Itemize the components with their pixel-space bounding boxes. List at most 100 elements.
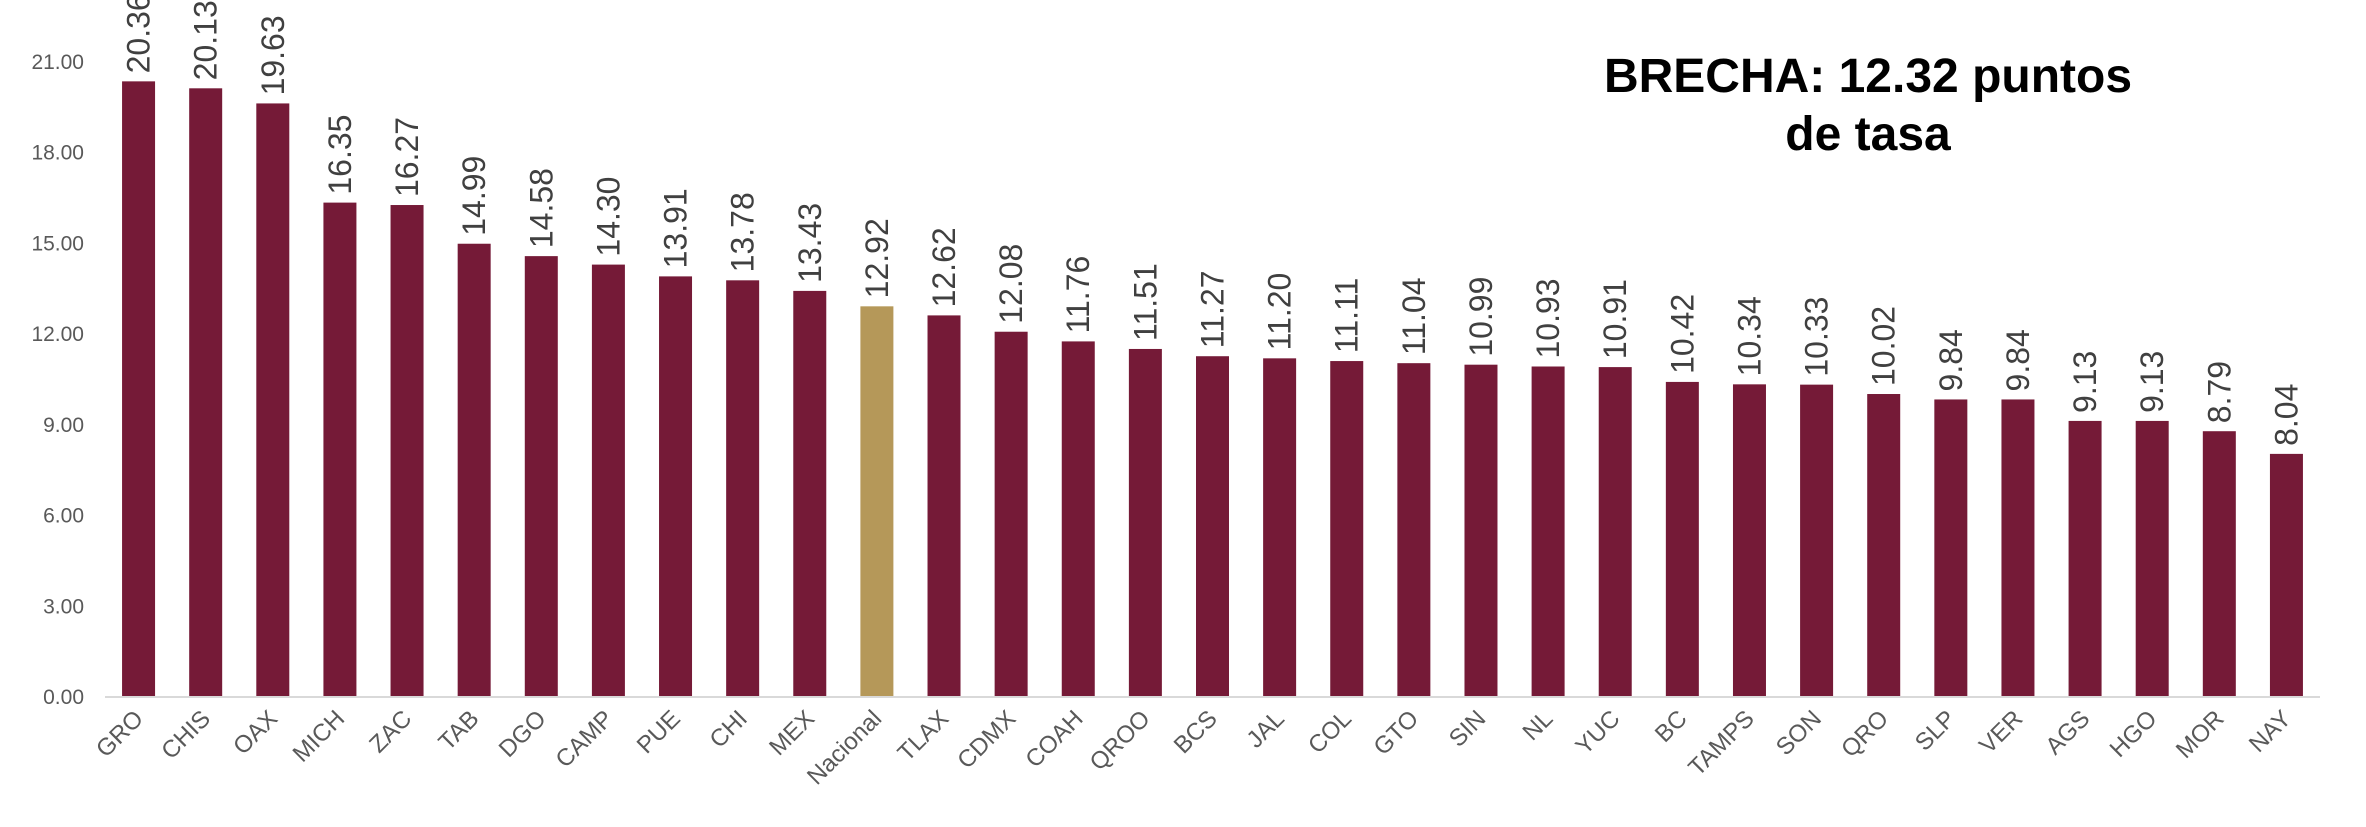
y-tick-label: 6.00 [43,505,84,528]
bar [323,202,357,697]
x-tick-label: QROO [1085,705,1156,776]
x-tick-label: CAMP [551,705,619,773]
bar [927,315,961,697]
bar [457,243,491,697]
bar [1464,364,1498,697]
x-tick-label: DGO [494,705,552,763]
y-axis: 0.00 3.00 6.00 9.00 12.00 15.00 18.00 21.00 [31,51,84,709]
x-tick-label: YUC [1571,705,1626,760]
data-label: 10.42 [1664,294,1700,374]
bar [1330,361,1364,697]
y-tick-label: 9.00 [43,414,84,437]
x-tick-label: ZAC [364,705,417,758]
y-tick-label: 12.00 [31,323,84,346]
bar [2135,420,2169,697]
data-label: 20.13 [188,0,224,80]
data-label: 10.99 [1463,277,1499,357]
x-tick-label: QRO [1836,705,1894,763]
data-label: 9.13 [2067,351,2103,413]
bar [1800,384,1834,697]
x-tick-label: GRO [91,705,149,763]
bar [659,276,693,697]
data-label: 8.04 [2268,384,2304,446]
y-tick-label: 3.00 [43,595,84,618]
bar [1263,358,1297,697]
y-tick-label: 15.00 [31,232,84,255]
x-tick-label: COL [1303,705,1357,759]
data-label: 16.35 [322,115,358,195]
bar [189,88,223,698]
data-label: 11.51 [1127,263,1163,341]
x-tick-label: TAB [434,705,485,756]
bar [2202,431,2236,697]
data-label: 11.11 [1329,278,1365,353]
x-tick-label: TLAX [893,705,955,767]
x-tick-label: VER [1974,705,2028,759]
bar [793,290,827,697]
bar [1196,356,1229,697]
bar [726,280,760,697]
data-label: 9.84 [1933,329,1969,391]
data-label: 16.27 [389,117,425,197]
bar [2001,399,2035,697]
bar [524,256,558,697]
x-tick-label: SON [1771,705,1827,761]
bar [860,306,894,697]
annotation-line-2: de tasa [1785,108,1951,161]
x-tick-label: SLP [1910,705,1961,756]
bar [591,264,625,697]
data-label: 10.93 [1530,278,1566,358]
data-label: 14.99 [456,156,492,236]
data-label: 12.08 [993,244,1029,324]
data-label: 11.20 [1262,273,1298,351]
x-tick-label: CHI [705,705,753,753]
x-tick-label: HGO [2105,705,2163,763]
data-label: 14.58 [523,168,559,248]
data-label: 9.84 [2000,329,2036,391]
bar [390,205,424,697]
y-tick-label: 18.00 [31,142,84,165]
x-tick-label: MICH [288,705,350,767]
bar [1867,394,1901,697]
data-label: 20.36 [121,0,157,73]
data-label: 19.63 [255,15,291,95]
data-label: 12.62 [926,227,962,307]
y-tick-label: 21.00 [31,51,84,74]
bar [1531,366,1565,697]
x-tick-label: CHIS [156,705,216,765]
x-tick-label: OAX [228,705,283,760]
bar [256,103,290,697]
data-label: 10.91 [1597,279,1633,359]
x-tick-label: Nacional [802,705,887,790]
data-label: 14.30 [590,177,626,257]
x-tick-label: JAL [1242,705,1290,753]
x-tick-label: COAH [1020,705,1088,773]
data-label: 10.33 [1799,297,1835,377]
annotation-line-1: BRECHA: 12.32 puntos [1604,50,2132,103]
data-label: 12.92 [859,218,895,298]
bar [1061,341,1095,697]
data-label: 13.91 [658,188,694,268]
bar [122,81,156,698]
x-tick-label: MOR [2171,705,2230,764]
x-tick-label: PUE [632,705,686,759]
data-label: 11.27 [1195,271,1231,349]
bar [1934,399,1968,697]
bar [2269,453,2303,697]
x-tick-label: GTO [1369,705,1425,761]
data-label: 13.78 [725,192,761,272]
x-tick-label: NL [1518,705,1559,746]
x-tick-label: SIN [1444,705,1491,752]
x-tick-label: BCS [1169,705,1223,759]
data-labels: 20.36 20.13 19.63 16.35 16.27 14.99 14.58 14.30… [121,0,2305,446]
x-tick-label: BC [1650,705,1693,748]
x-tick-label: TAMPS [1683,705,1759,781]
data-label: 8.79 [2201,361,2237,423]
x-tick-label: NAY [2244,705,2297,758]
bar [1665,381,1699,697]
bar [1397,363,1431,697]
x-tick-label: CDMX [952,705,1021,774]
y-tick-label: 0.00 [43,686,84,709]
